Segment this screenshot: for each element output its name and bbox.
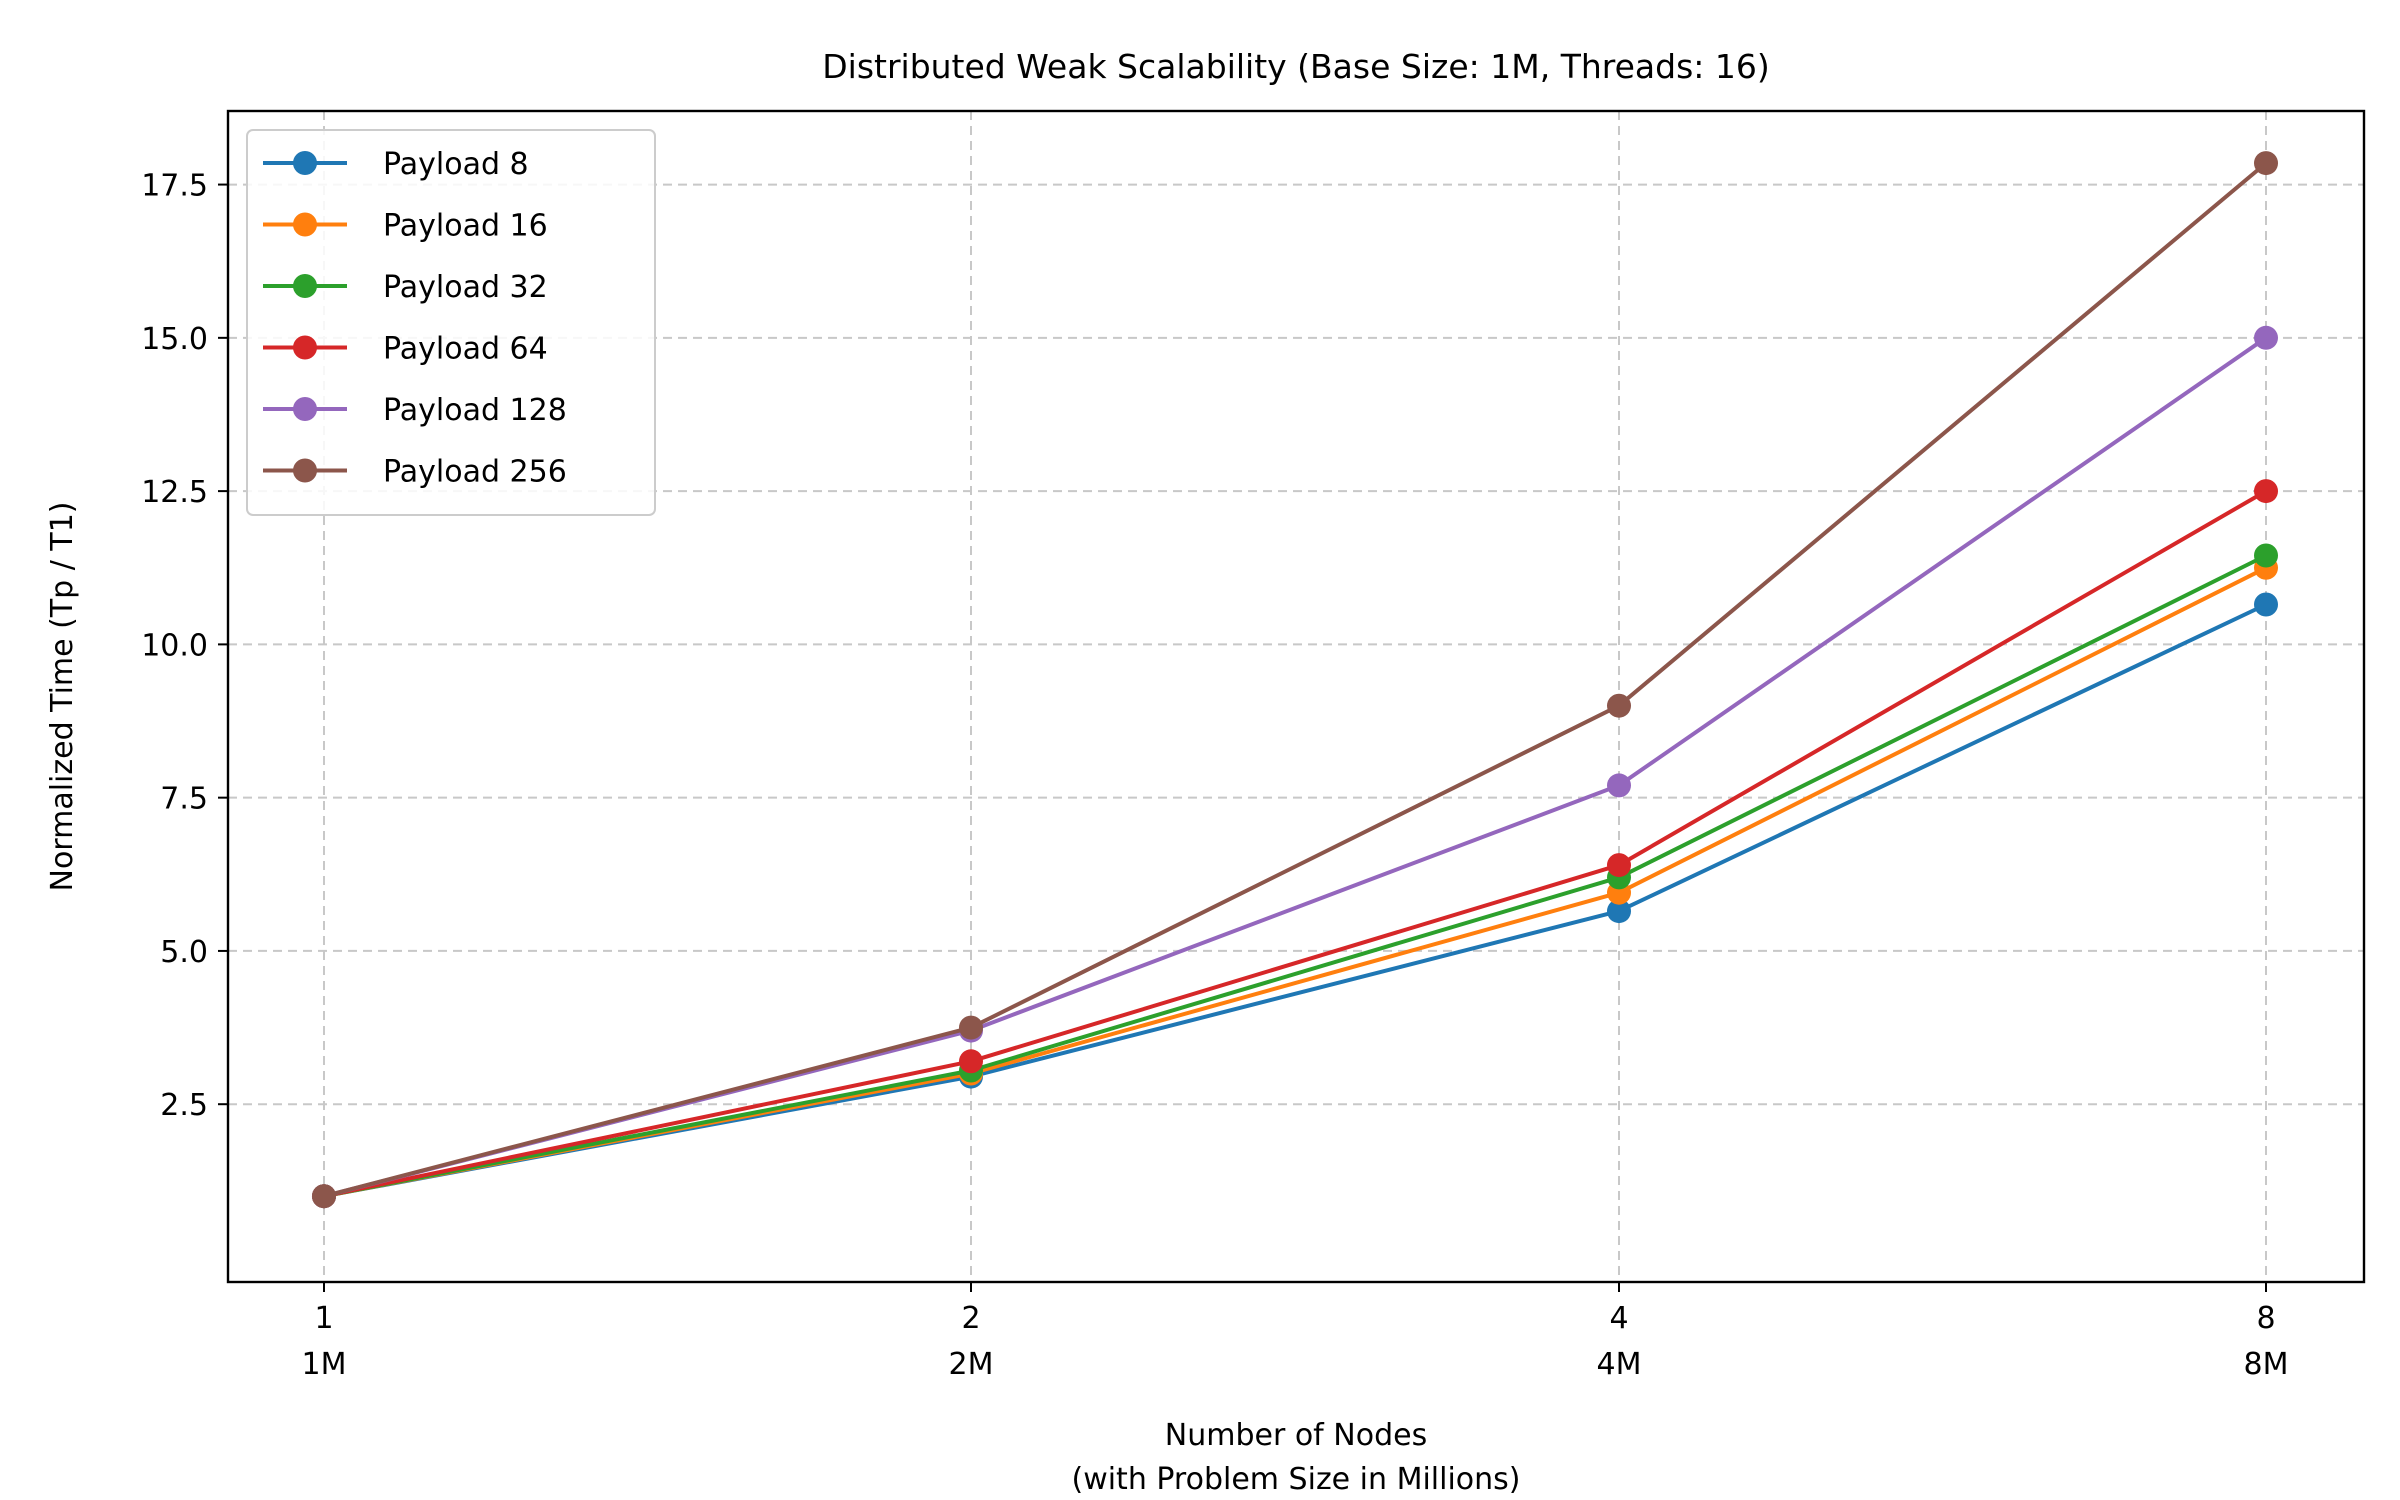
y-tick-label: 10.0 [141,628,208,663]
legend-swatch-marker [293,274,317,298]
legend-label: Payload 16 [383,209,548,244]
x-axis-label-subtitle: (with Problem Size in Millions) [1071,1462,1520,1497]
legend-item: Payload 128 [263,393,567,428]
legend-swatch-marker [293,397,317,421]
series-payload-32 [312,543,2278,1209]
data-point [2254,479,2278,504]
y-tick-label: 17.5 [141,169,208,204]
series-line [323,553,2267,1199]
legend-label: Payload 256 [383,455,567,490]
data-point [1607,773,1631,798]
data-point [2254,325,2278,350]
y-tick-label: 5.0 [160,935,208,970]
y-axis-ticks: 2.5 5.0 7.5 10.0 12.5 15.0 17.5 [141,169,228,1123]
series-payload-8 [312,592,2278,1209]
legend-item: Payload 64 [263,332,548,367]
legend-label: Payload 8 [383,147,529,182]
legend-item: Payload 256 [263,455,567,490]
series-payload-64 [312,479,2278,1209]
data-point [1607,853,1631,878]
series-payload-256 [312,151,2278,1209]
x-tick-sublabel: 1M [302,1347,347,1382]
x-tick-label: 1 [314,1301,333,1336]
x-tick-sublabel: 8M [2244,1347,2289,1382]
legend-swatch-marker [293,212,317,237]
y-tick-label: 12.5 [141,475,208,510]
series-line [323,566,2267,1199]
series-line [323,161,2268,1199]
data-point [2254,543,2278,568]
legend-swatch-marker [293,458,317,483]
data-point [959,1049,983,1074]
x-tick-sublabel: 2M [949,1347,994,1382]
legend-swatch-marker [293,335,317,360]
series-group [312,151,2278,1209]
y-tick-label: 2.5 [160,1088,208,1123]
y-tick-label: 7.5 [160,782,208,817]
legend-box [246,129,656,516]
series-line [323,602,2267,1199]
chart-title: Distributed Weak Scalability (Base Size:… [822,47,1770,86]
x-axis-ticks: 1 1M 2 2M 4 4M 8 8M [302,1282,2289,1382]
x-tick-sublabel: 4M [1597,1347,1642,1382]
x-tick-label: 8 [2256,1301,2275,1336]
x-tick-label: 4 [1609,1301,1628,1336]
data-point [312,1184,336,1209]
legend-item: Payload 8 [263,147,529,182]
plot-area-frame [226,109,2366,1284]
y-axis-label: Normalized Time (Tp / T1) [45,502,80,892]
data-point [2254,151,2278,176]
legend-label: Payload 32 [383,270,548,305]
grid [228,111,2364,1282]
legend: Payload 8 Payload 16 Payload 32 Payload 64 P… [246,129,656,516]
legend-swatch-marker [293,151,317,175]
x-axis-label: Number of Nodes [1165,1418,1427,1453]
data-point [959,1015,983,1040]
data-point [1607,899,1631,924]
legend-item: Payload 16 [263,209,548,244]
y-tick-label: 15.0 [141,322,208,357]
series-line [323,489,2268,1199]
legend-label: Payload 64 [383,332,548,367]
x-tick-label: 2 [961,1301,980,1336]
legend-item: Payload 32 [263,270,548,305]
data-point [2254,592,2278,617]
legend-label: Payload 128 [383,393,567,428]
data-point [1607,693,1631,718]
